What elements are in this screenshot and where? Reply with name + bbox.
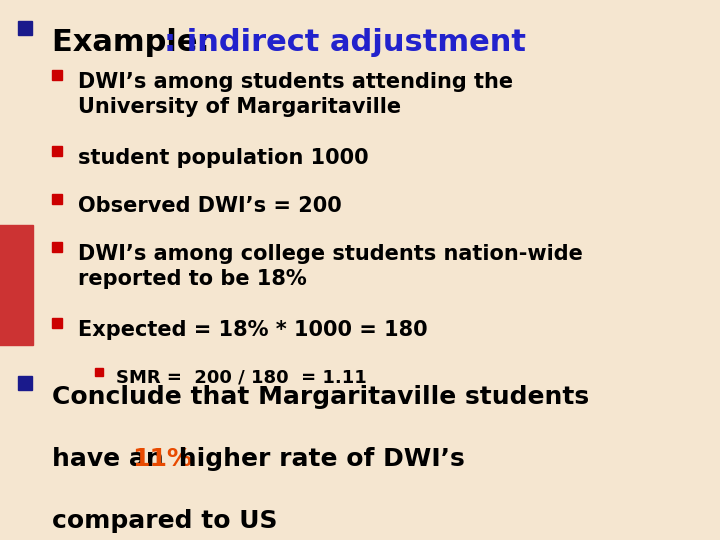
Text: DWI’s among students attending the
University of Margaritaville: DWI’s among students attending the Unive… — [78, 72, 513, 117]
Text: DWI’s among college students nation-wide
reported to be 18%: DWI’s among college students nation-wide… — [78, 244, 583, 289]
Bar — [52, 242, 62, 252]
Text: : indirect adjustment: : indirect adjustment — [164, 28, 526, 57]
Bar — [52, 194, 62, 204]
Bar — [0, 225, 33, 345]
Text: Example:: Example: — [52, 28, 220, 57]
Bar — [95, 368, 103, 376]
Text: 11%: 11% — [132, 447, 192, 471]
Bar — [52, 318, 62, 328]
Text: Observed DWI’s = 200: Observed DWI’s = 200 — [78, 196, 342, 216]
Bar — [18, 21, 32, 35]
Text: student population 1000: student population 1000 — [78, 148, 369, 168]
Bar — [18, 376, 32, 390]
Text: SMR =  200 / 180  = 1.11: SMR = 200 / 180 = 1.11 — [116, 368, 366, 386]
Text: Expected = 18% * 1000 = 180: Expected = 18% * 1000 = 180 — [78, 320, 428, 340]
Text: compared to US: compared to US — [52, 509, 277, 533]
Text: have an: have an — [52, 447, 173, 471]
Bar — [52, 70, 62, 80]
Text: Conclude that Margaritaville students: Conclude that Margaritaville students — [52, 385, 589, 409]
Bar — [52, 146, 62, 156]
Text: higher rate of DWI’s: higher rate of DWI’s — [170, 447, 464, 471]
